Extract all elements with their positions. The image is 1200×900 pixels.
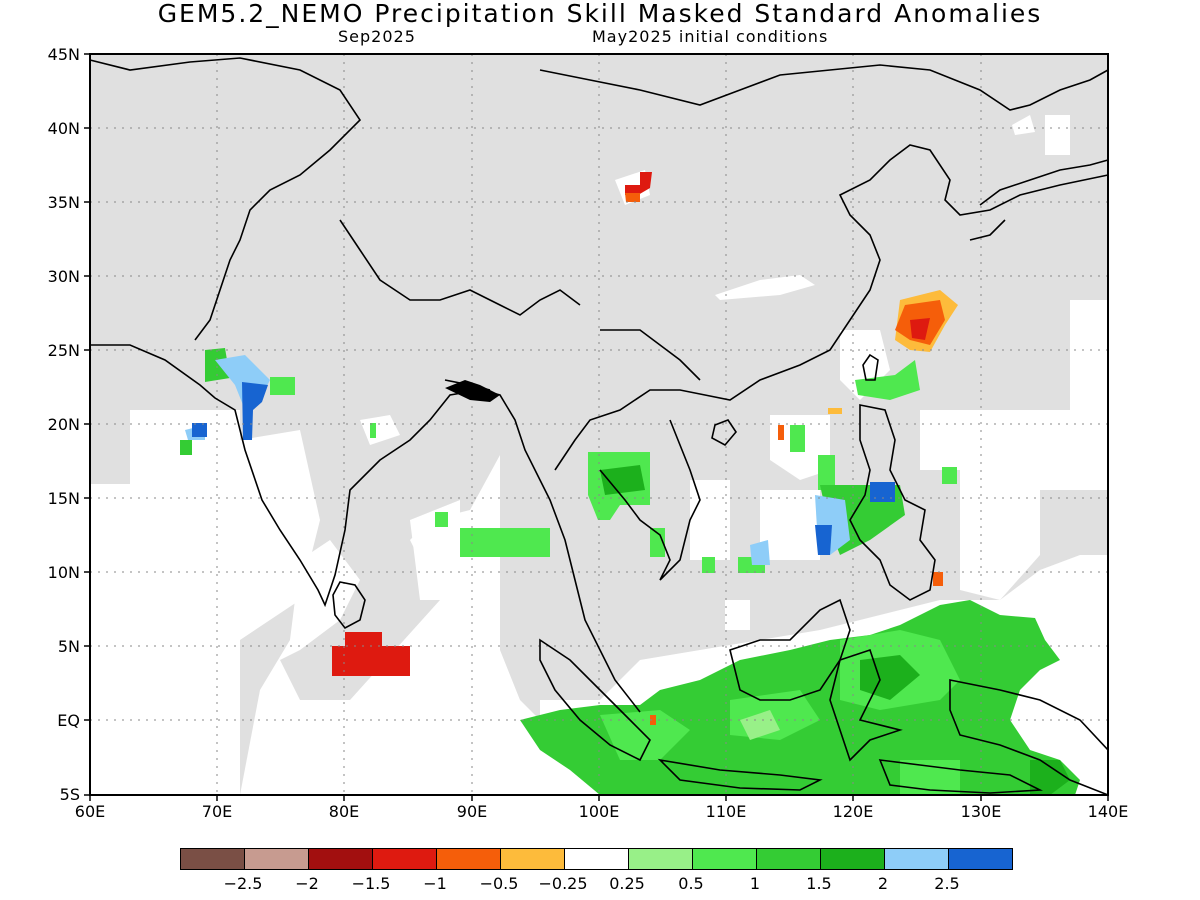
lon-label: 120E xyxy=(832,802,874,821)
colorbar-label: −0.25 xyxy=(538,874,588,893)
colorbar-swatch-4 xyxy=(437,849,501,869)
lon-label: 80E xyxy=(328,802,360,821)
colorbar-label: −2.5 xyxy=(223,874,263,893)
colorbar-swatch-11 xyxy=(885,849,949,869)
lat-label: 30N xyxy=(47,267,80,286)
lat-label: EQ xyxy=(57,711,80,730)
colorbar-swatch-2 xyxy=(309,849,373,869)
colorbar-label: 2 xyxy=(877,874,889,893)
colorbar-label: −0.5 xyxy=(479,874,519,893)
colorbar-label: 2.5 xyxy=(934,874,960,893)
valid-month: Sep2025 xyxy=(338,27,416,46)
lat-label: 40N xyxy=(47,119,80,138)
colorbar-swatch-6 xyxy=(565,849,629,869)
colorbar-swatch-0 xyxy=(181,849,245,869)
lat-label: 20N xyxy=(47,415,80,434)
colorbar-label: 1 xyxy=(749,874,761,893)
lon-label: 110E xyxy=(705,802,747,821)
colorbar-swatch-7 xyxy=(629,849,693,869)
lat-label: 25N xyxy=(47,341,80,360)
lat-label: 5S xyxy=(59,785,80,804)
lat-label: 35N xyxy=(47,193,80,212)
colorbar-label: −1.5 xyxy=(351,874,391,893)
colorbar-swatch-3 xyxy=(373,849,437,869)
grid-lines xyxy=(90,54,1108,795)
chart-title: GEM5.2_NEMO Precipitation Skill Masked S… xyxy=(157,0,1043,28)
lat-label: 10N xyxy=(47,563,80,582)
negative-anomaly-regions xyxy=(332,172,958,725)
lon-label: 140E xyxy=(1087,802,1129,821)
axis-ticks xyxy=(84,53,1109,801)
colorbar-label: 0.5 xyxy=(678,874,704,893)
lat-label: 15N xyxy=(47,489,80,508)
lon-label: 70E xyxy=(201,802,233,821)
colorbar-swatch-8 xyxy=(693,849,757,869)
colorbar-label: 1.5 xyxy=(806,874,832,893)
colorbar-label: −1 xyxy=(423,874,447,893)
lon-label: 60E xyxy=(74,802,106,821)
lon-label: 100E xyxy=(578,802,620,821)
initial-conditions: May2025 initial conditions xyxy=(592,27,829,46)
lon-label: 90E xyxy=(456,802,488,821)
colorbar-swatch-10 xyxy=(821,849,885,869)
colorbar xyxy=(180,848,1013,870)
colorbar-label: −2 xyxy=(295,874,319,893)
lon-label: 130E xyxy=(960,802,1002,821)
lat-label: 5N xyxy=(57,637,80,656)
colorbar-swatch-1 xyxy=(245,849,309,869)
colorbar-swatch-5 xyxy=(501,849,565,869)
colorbar-label: 0.25 xyxy=(609,874,645,893)
coastlines xyxy=(89,57,1109,797)
lat-label: 45N xyxy=(47,45,80,64)
ganges-delta xyxy=(445,380,500,402)
colorbar-swatch-12 xyxy=(949,849,1012,869)
colorbar-swatch-9 xyxy=(757,849,821,869)
strong-positive-regions xyxy=(185,355,895,565)
